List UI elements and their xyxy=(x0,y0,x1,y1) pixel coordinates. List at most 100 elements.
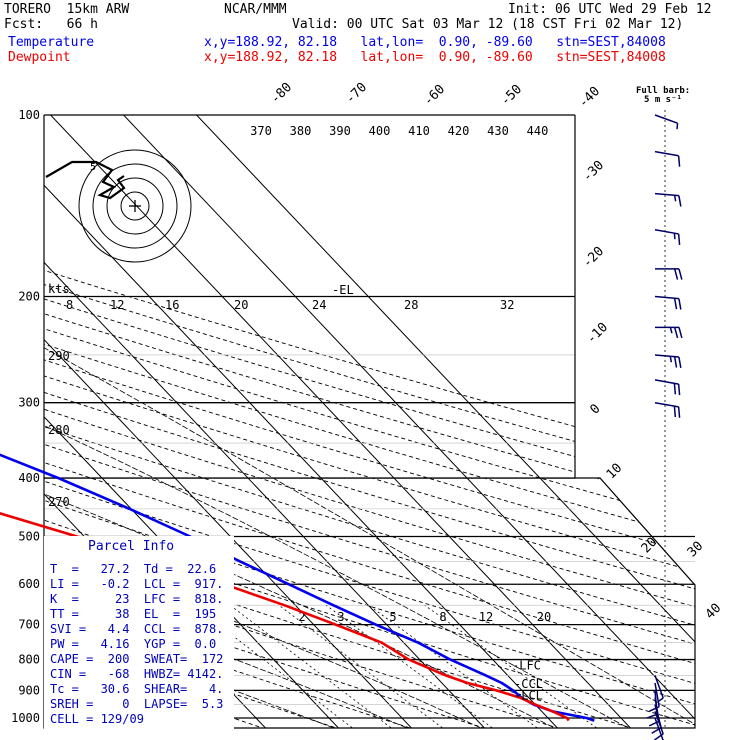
mixing-ratio-label: 20 xyxy=(537,610,551,624)
parcel-row: K = 23 LFC = 818. xyxy=(50,592,224,606)
hodograph-ring xyxy=(120,191,150,221)
parcel-row: CAPE = 200 SWEAT= 172 xyxy=(50,652,224,666)
init-time: Init: 06 UTC Wed 29 Feb 12 xyxy=(508,2,712,17)
wind-barb xyxy=(654,379,681,396)
wind-barb-flag xyxy=(648,720,660,727)
dewpoint-legend: Dewpoint xyxy=(8,50,71,65)
isotherm-line xyxy=(50,115,634,728)
isotherm-line xyxy=(196,115,695,728)
isotherm-line xyxy=(44,115,50,728)
wind-barb xyxy=(648,682,660,712)
theta-label: 290 xyxy=(48,349,70,363)
hodograph-speed-label: kts xyxy=(48,282,70,296)
parcel-row: LI = -0.2 LCL = 917. xyxy=(50,577,224,591)
wind-barb-flag xyxy=(673,327,679,339)
wind-barb-staff xyxy=(654,711,664,735)
pressure-label: 900 xyxy=(18,683,40,697)
wind-barb-staff xyxy=(654,717,664,740)
isotherm-label: -80 xyxy=(268,80,295,107)
barb-key-units: 5 m s⁻¹ xyxy=(644,95,682,105)
hodograph-speed-label: 8 xyxy=(66,298,73,312)
theta-label: 430 xyxy=(487,124,509,138)
dry-adiabat-line xyxy=(44,115,695,728)
wind-barb-staff xyxy=(654,682,660,707)
isotherm-label: 20 xyxy=(639,535,661,557)
wind-barb xyxy=(654,192,682,207)
parcel-row: CELL = 129/09 xyxy=(50,712,144,726)
mixing-ratio-line xyxy=(325,604,497,728)
wind-barb-flag xyxy=(657,697,664,703)
isotherm-line xyxy=(44,115,342,728)
parcel-row: SVI = 4.4 CCL = 878. xyxy=(50,622,224,636)
model-title: TORERO 15km ARW xyxy=(4,2,130,17)
isotherm-label: -60 xyxy=(421,82,448,109)
level-marker-label: -LCL xyxy=(514,688,543,702)
parcel-row: CIN = -68 HWBZ= 4142. xyxy=(50,667,224,681)
wind-barb xyxy=(654,354,682,369)
mixing-ratio-label: 2 xyxy=(298,610,305,624)
wind-barb-staff xyxy=(654,150,679,157)
dry-adiabat-line xyxy=(44,115,695,728)
wind-barb-flag xyxy=(677,406,681,418)
mixing-ratio-line xyxy=(368,604,542,728)
isotherm-line xyxy=(44,115,488,728)
wind-barb-flag xyxy=(673,233,676,240)
theta-label: 370 xyxy=(250,124,272,138)
mixing-ratio-label: 8 xyxy=(439,610,446,624)
theta-label: 270 xyxy=(48,495,70,509)
isotherm-line xyxy=(44,115,415,728)
parcel-row: T = 27.2 Td = 22.6 xyxy=(50,562,217,576)
hodograph-ring xyxy=(78,149,192,263)
org-title: NCAR/MMM xyxy=(224,2,287,17)
wind-barb-flag xyxy=(673,383,677,395)
level-marker-label: -CCL xyxy=(514,677,543,691)
pressure-label: 200 xyxy=(18,290,40,304)
wind-barb xyxy=(654,401,681,418)
pressure-label: 700 xyxy=(18,618,40,632)
dewpoint-location: x,y=188.92, 82.18 lat,lon= 0.90, -89.60 … xyxy=(204,50,666,65)
hodograph-trace xyxy=(45,160,126,200)
hodograph-speed-label: 28 xyxy=(404,298,418,312)
hodograph-ring xyxy=(106,177,164,235)
wind-barb-flag xyxy=(678,327,683,339)
pressure-label: 600 xyxy=(18,577,40,591)
hodograph-ring xyxy=(92,163,178,249)
theta-label: 440 xyxy=(527,124,549,138)
wind-barb-flag xyxy=(678,298,682,310)
parcel-info-panel: Parcel Info T = 27.2 Td = 22.6 LI = -0.2… xyxy=(44,536,234,734)
wind-barbs xyxy=(646,110,683,740)
pressure-label: 500 xyxy=(18,529,40,543)
mixing-ratio-label: 5 xyxy=(389,610,396,624)
isotherm-line xyxy=(44,115,561,728)
wind-barb-flag xyxy=(678,268,683,280)
isotherm-label: -40 xyxy=(576,84,603,111)
theta-label: 410 xyxy=(408,124,430,138)
pressure-label: 800 xyxy=(18,653,40,667)
isotherm-label: -10 xyxy=(584,320,611,347)
level-marker-label: -EL xyxy=(332,283,354,297)
dry-adiabat-line xyxy=(44,115,695,728)
wind-barb-flag xyxy=(669,356,673,363)
wind-barb-flag xyxy=(648,705,660,712)
wind-barb-staff xyxy=(654,114,678,124)
wind-barb xyxy=(654,229,681,245)
mixing-ratio-label: 12 xyxy=(479,610,493,624)
dry-adiabat-line xyxy=(44,115,695,728)
isotherm-label: -30 xyxy=(580,158,607,185)
mixing-ratio-label: 3 xyxy=(337,610,344,624)
isotherm-label: -70 xyxy=(343,80,370,107)
hodograph-speed-label: 32 xyxy=(500,298,514,312)
wind-barb-flag xyxy=(677,233,681,245)
moist-adiabat-line xyxy=(44,296,695,728)
hodograph: 5 xyxy=(45,149,192,263)
theta-label: 390 xyxy=(329,124,351,138)
isotherm-label: -20 xyxy=(580,244,607,271)
wind-barb-flag xyxy=(676,123,679,130)
mixing-ratio-line xyxy=(424,604,601,728)
dry-adiabat-line xyxy=(44,115,419,728)
wind-barb xyxy=(655,268,683,280)
hodograph-label: 5 xyxy=(90,162,96,173)
isotherm-label: 30 xyxy=(685,539,707,561)
wind-barb-flag xyxy=(677,155,681,167)
wind-barb xyxy=(654,150,681,167)
